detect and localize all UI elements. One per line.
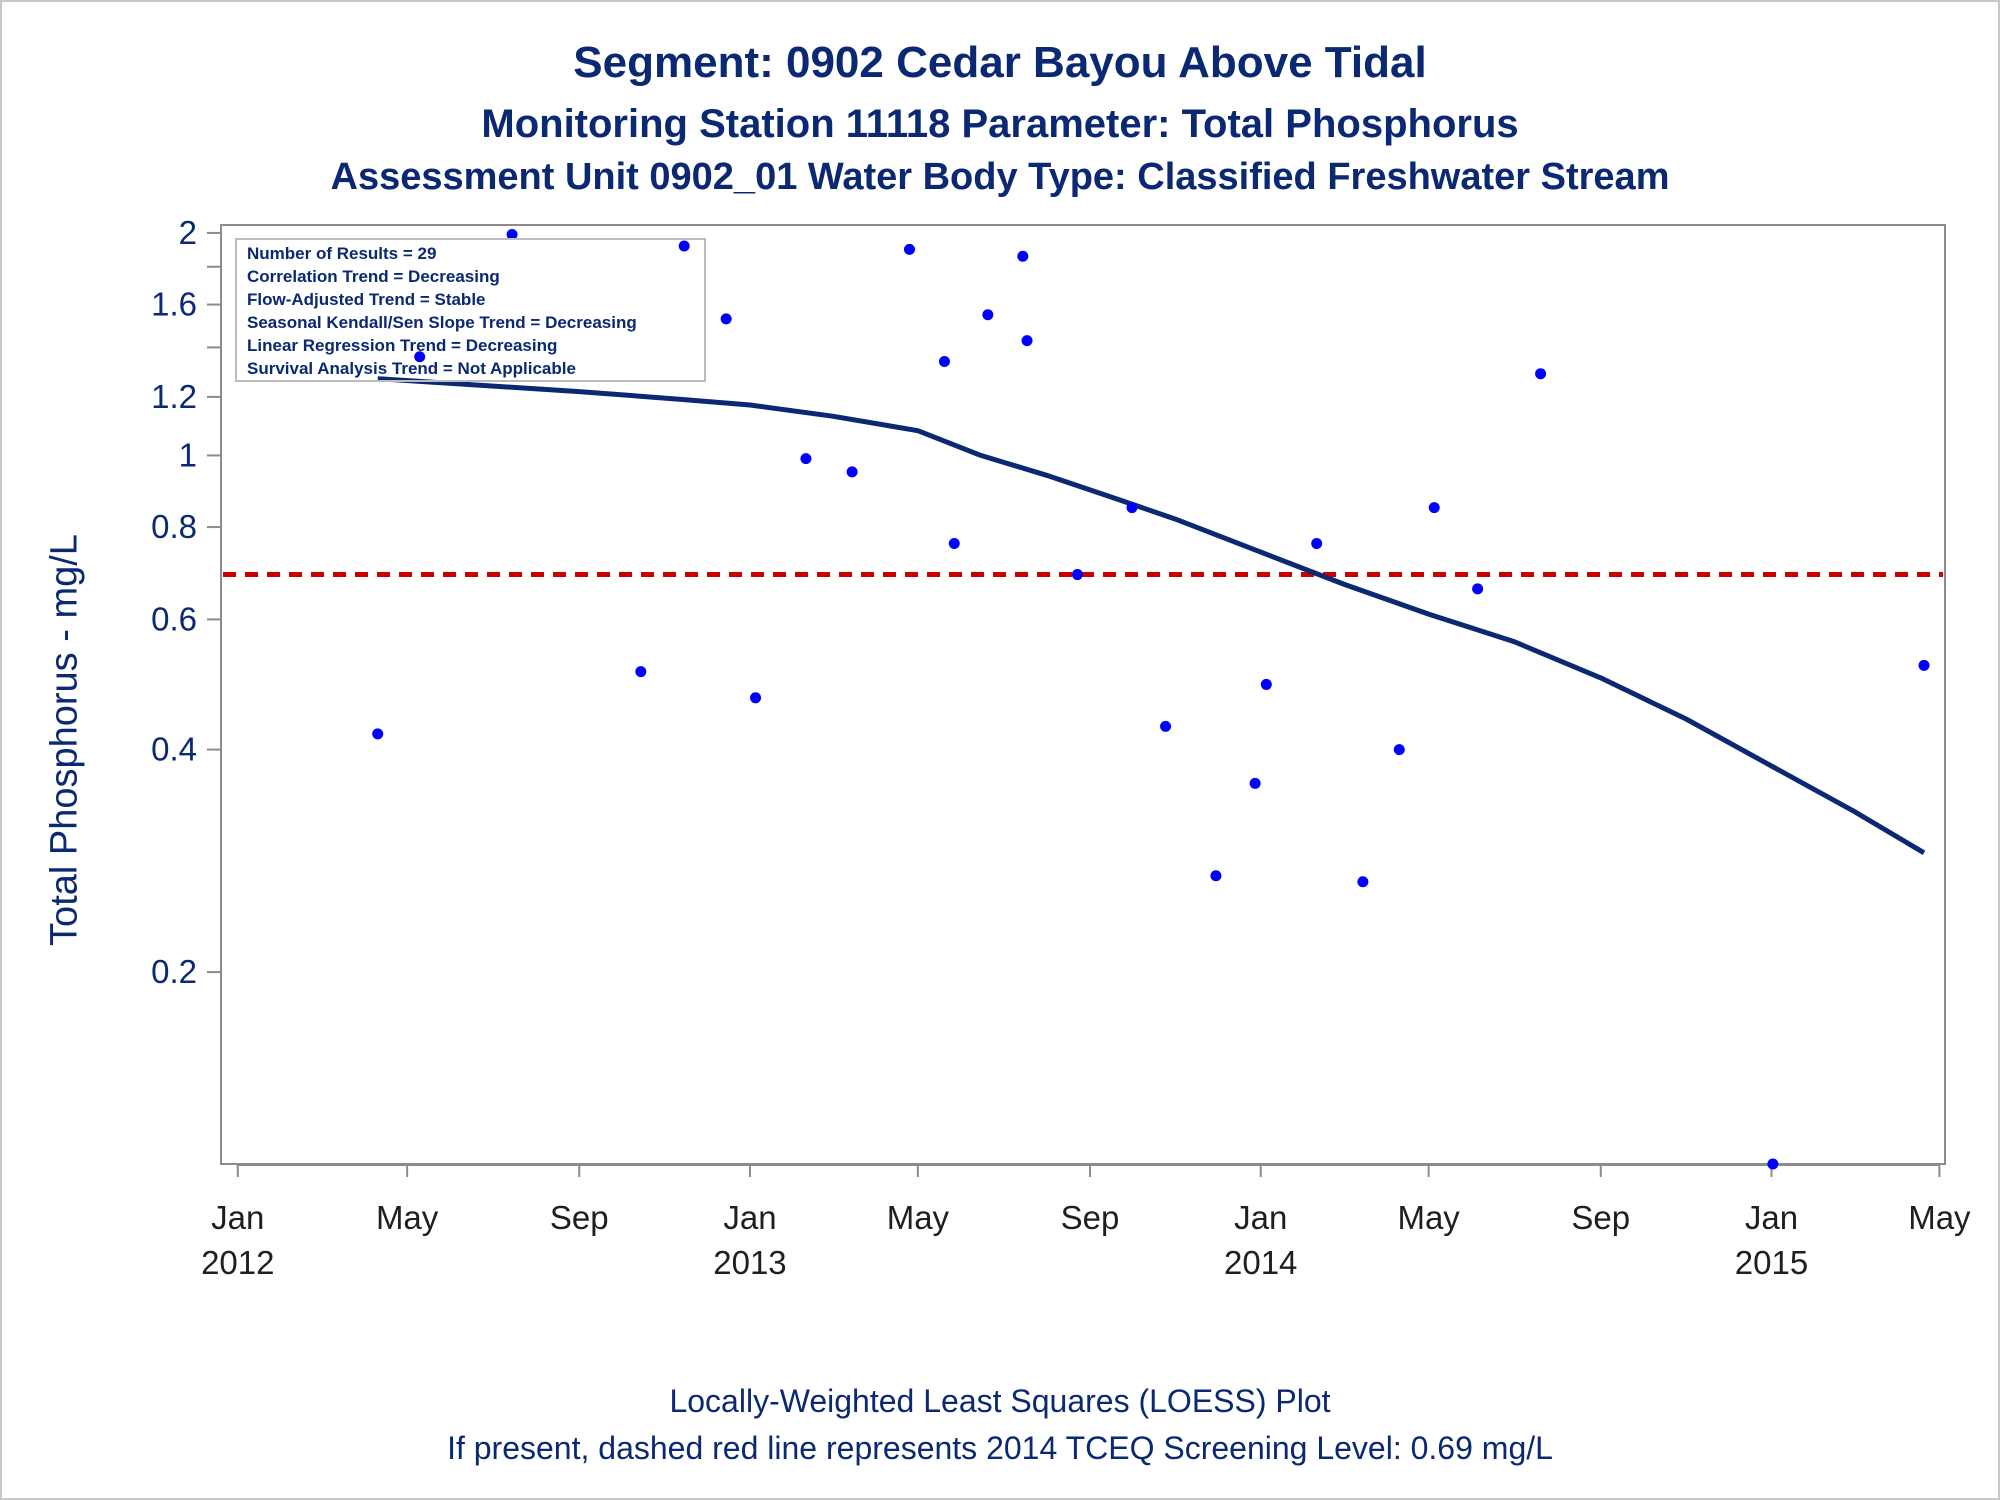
data-point — [982, 309, 994, 321]
legend-box — [235, 238, 706, 382]
data-point — [1126, 502, 1138, 514]
data-point — [1071, 569, 1083, 581]
legend-line: Survival Analysis Trend = Not Applicable — [247, 359, 576, 378]
stats-legend: Number of Results = 29 Correlation Trend … — [235, 238, 706, 382]
x-tick-label: May — [376, 1199, 439, 1236]
data-point — [938, 355, 950, 367]
chart-title: Segment: 0902 Cedar Bayou Above Tidal — [573, 38, 1427, 87]
y-tick-label: 1 — [179, 436, 197, 473]
x-tick-label: Sep — [1571, 1199, 1630, 1236]
data-point — [750, 692, 762, 704]
chart-subtitle-assessment: Assessment Unit 0902_01 Water Body Type:… — [330, 156, 1670, 198]
footnote-screening-level: If present, dashed red line represents 2… — [447, 1430, 1553, 1466]
data-point — [846, 466, 858, 478]
loess-line — [377, 376, 1926, 855]
legend-line: Number of Results = 29 — [247, 244, 436, 263]
data-point — [1535, 368, 1547, 380]
x-tick-year-label: 2013 — [713, 1244, 786, 1281]
x-tick-label: May — [887, 1199, 950, 1236]
x-tick-year-label: 2014 — [1224, 1244, 1297, 1281]
legend-line: Linear Regression Trend = Decreasing — [247, 336, 557, 355]
data-point — [1017, 250, 1029, 262]
y-tick-label: 0.6 — [151, 600, 197, 637]
data-point — [1210, 870, 1222, 882]
data-point — [678, 240, 690, 252]
data-point — [1311, 538, 1323, 550]
data-point — [1249, 777, 1261, 789]
x-tick-label: Jan — [211, 1199, 264, 1236]
chart-subtitle-station: Monitoring Station 11118 Parameter: Tota… — [481, 102, 1519, 146]
y-tick-label: 0.8 — [151, 508, 197, 545]
data-point — [1021, 335, 1033, 347]
data-point — [1767, 1158, 1779, 1170]
footnote-loess: Locally-Weighted Least Squares (LOESS) P… — [669, 1383, 1331, 1419]
y-tick-label: 1.6 — [151, 286, 197, 323]
x-tick-year-label: 2015 — [1735, 1244, 1808, 1281]
x-tick-label: May — [1908, 1199, 1971, 1236]
x-tick-label: Jan — [1745, 1199, 1798, 1236]
y-axis: 0.2 0.4 0.6 0.8 1 1.2 1.6 2 — [151, 214, 221, 990]
y-tick-label: 0.2 — [151, 953, 197, 990]
data-point — [1472, 583, 1484, 595]
data-point — [1260, 678, 1272, 690]
data-point — [720, 313, 732, 325]
x-tick-year-label: 2012 — [201, 1244, 274, 1281]
y-tick-label: 0.4 — [151, 731, 197, 768]
x-axis: Jan 2012 May Sep Jan 2013 May Sep Jan 2014 May Sep J… — [201, 1164, 1971, 1281]
data-point — [948, 538, 960, 550]
loess-line-group — [377, 376, 1926, 855]
x-tick-label: Jan — [1234, 1199, 1287, 1236]
x-tick-label: Jan — [723, 1199, 776, 1236]
data-point — [800, 453, 812, 465]
x-tick-label: May — [1397, 1199, 1460, 1236]
x-tick-label: Sep — [550, 1199, 609, 1236]
y-tick-label: 1.2 — [151, 378, 197, 415]
data-point — [903, 243, 915, 255]
data-point — [372, 728, 384, 740]
x-tick-label: Sep — [1061, 1199, 1120, 1236]
y-tick-label: 2 — [179, 214, 197, 251]
legend-line: Correlation Trend = Decreasing — [247, 267, 500, 286]
data-point — [1357, 876, 1369, 888]
data-point — [1160, 720, 1172, 732]
data-point — [1393, 744, 1405, 756]
data-point — [1428, 502, 1440, 514]
data-points-group — [372, 229, 1930, 1170]
legend-line: Seasonal Kendall/Sen Slope Trend = Decre… — [247, 313, 637, 332]
data-point — [1918, 659, 1930, 671]
data-point — [414, 351, 426, 363]
legend-line: Flow-Adjusted Trend = Stable — [247, 290, 486, 309]
data-point — [506, 229, 518, 241]
data-point — [635, 666, 647, 678]
